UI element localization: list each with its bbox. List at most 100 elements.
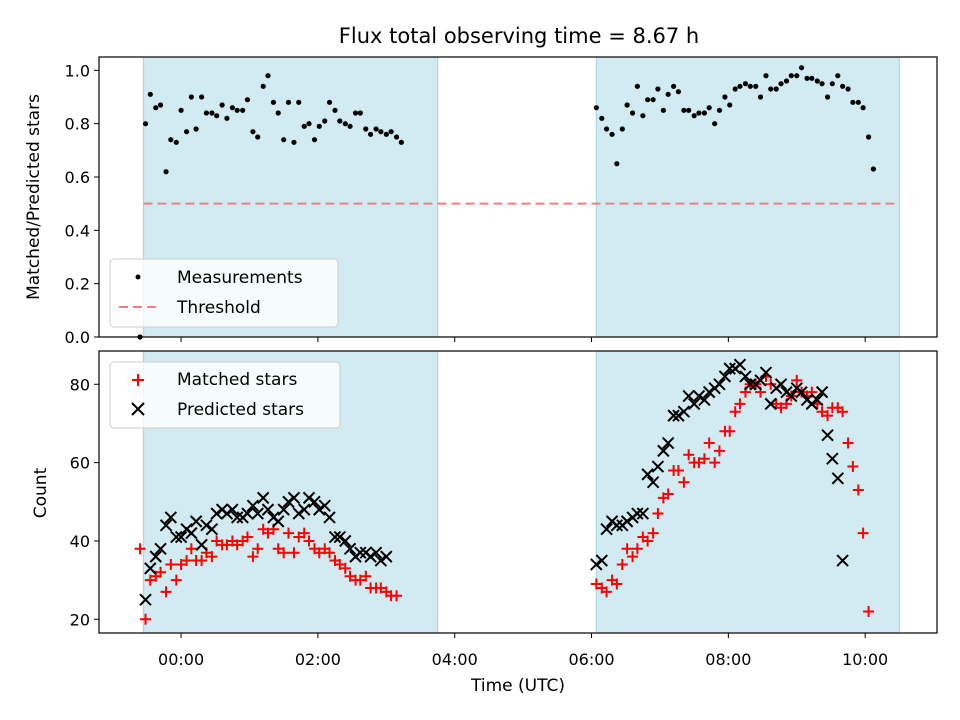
predicted-star-point [200, 519, 213, 532]
measurement-point [219, 102, 225, 108]
measurement-point [183, 129, 190, 135]
measurement-point [285, 99, 292, 105]
measurement-point [352, 110, 359, 116]
matched-star-point [134, 543, 146, 555]
matched-star-point [724, 425, 736, 437]
matched-star-point [709, 457, 721, 469]
predicted-star-point [189, 515, 203, 528]
top-y-axis-label: Matched/Predicted stars [24, 94, 44, 300]
top-y-tick-label: 0.6 [65, 168, 90, 187]
matched-star-point [683, 449, 695, 461]
predicted-star-point [380, 550, 393, 563]
measurement-point [819, 81, 825, 87]
measurement-point [629, 110, 636, 116]
predicted-star-point [826, 452, 839, 465]
predicted-star-point [298, 503, 311, 516]
measurement-point [240, 107, 246, 113]
legend-matched-label: Matched stars [177, 370, 297, 390]
measurement-point [706, 105, 712, 111]
measurement-point [783, 78, 790, 84]
measurement-point [270, 99, 277, 105]
measurement-point [250, 129, 256, 135]
matched-star-point [713, 445, 725, 457]
matched-star-point [360, 570, 372, 582]
matched-star-point [611, 578, 623, 590]
count-points [134, 358, 875, 625]
measurement-point [296, 99, 302, 105]
legend-predicted-marker [131, 402, 145, 416]
measurement-point [798, 65, 805, 71]
measurement-point [773, 86, 779, 92]
predicted-star-point [723, 362, 736, 375]
matched-star-point [206, 551, 218, 563]
measurement-point [665, 91, 671, 97]
measurement-point [855, 99, 861, 105]
predicted-star-point [821, 429, 834, 442]
top-legend: Measurements Threshold [109, 258, 339, 328]
matched-star-point [181, 555, 193, 567]
measurement-point [788, 73, 794, 79]
measurement-point [265, 73, 271, 79]
predicted-star-point [195, 538, 208, 552]
matched-star-point [863, 605, 875, 617]
predicted-star-point [667, 409, 680, 422]
predicted-star-point [785, 389, 798, 403]
matched-star-point [282, 527, 294, 539]
bottom-y-axis-label: Count [31, 467, 51, 518]
matched-star-point [642, 535, 654, 547]
legend-measurements-marker [135, 274, 141, 280]
predicted-star-point [241, 507, 254, 520]
measurement-point [255, 134, 261, 140]
predicted-star-point [282, 495, 295, 508]
measurement-point [686, 107, 692, 113]
matched-star-point [324, 547, 336, 559]
measurement-point [624, 102, 630, 108]
matched-star-point [729, 406, 741, 418]
predicted-star-point [590, 558, 603, 571]
measurement-point [147, 91, 153, 97]
measurement-point [640, 113, 646, 119]
measurement-point [301, 123, 307, 129]
top-y-tick-label: 1.0 [65, 61, 90, 80]
bottom-y-ticks: 20 40 60 80 [70, 375, 99, 629]
measurement-point [214, 113, 220, 119]
measurement-point [363, 126, 369, 132]
predicted-star-point [698, 393, 711, 407]
measurement-point [347, 123, 353, 129]
measurement-point [199, 94, 205, 100]
matched-star-point [698, 453, 710, 465]
bottom-y-tick-label: 20 [70, 610, 90, 629]
matched-star-point [734, 398, 746, 410]
measurement-point [839, 83, 846, 89]
matched-star-point [140, 613, 152, 625]
legend-predicted-label: Predicted stars [177, 400, 304, 420]
top-y-tick-label: 0.0 [65, 328, 90, 347]
predicted-star-point [831, 472, 845, 485]
measurement-point [716, 107, 723, 113]
matched-star-point [391, 590, 403, 602]
predicted-star-point [139, 593, 152, 606]
measurement-point [224, 115, 230, 121]
measurement-point [870, 166, 876, 172]
measurement-point [691, 113, 697, 119]
predicted-star-point [230, 511, 244, 524]
predicted-star-point [641, 468, 654, 481]
measurement-point [203, 110, 210, 116]
bottom-x-tick-label: 04:00 [432, 650, 478, 669]
measurement-point [814, 78, 820, 84]
measurement-point [829, 81, 835, 87]
measurement-point [173, 139, 179, 145]
measurement-point [794, 73, 800, 79]
predicted-star-point [672, 409, 685, 422]
predicted-star-point [205, 523, 219, 536]
predicted-star-point [815, 385, 829, 399]
matched-star-point [298, 527, 310, 539]
predicted-star-point [646, 476, 660, 489]
bottom-x-tick-label: 02:00 [295, 650, 341, 669]
matched-star-point [278, 547, 290, 559]
matched-star-point [791, 374, 803, 386]
predicted-star-point [287, 491, 301, 505]
matched-star-point [652, 508, 664, 520]
